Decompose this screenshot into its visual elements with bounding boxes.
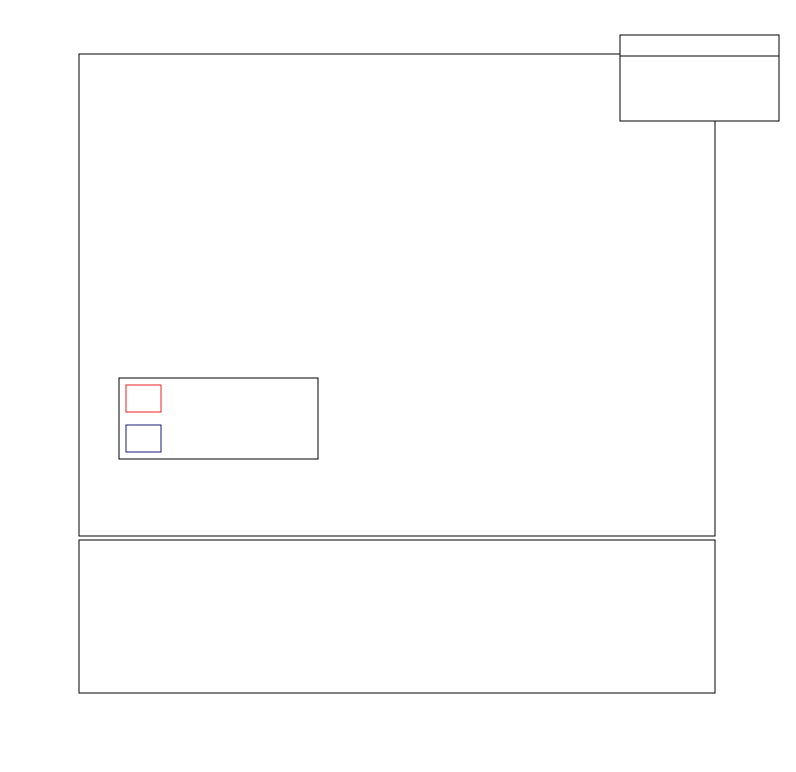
bottom-plot-frame — [78, 539, 716, 694]
top-plot-frame — [78, 53, 716, 537]
legend — [118, 377, 319, 460]
stats-box-frame — [619, 34, 780, 122]
stats-box — [619, 34, 780, 122]
bottom-efficiency-panel — [78, 539, 716, 694]
top-histogram-panel — [78, 53, 716, 537]
legend-swatch-denominator — [125, 424, 162, 453]
legend-swatch-numerator — [125, 384, 162, 413]
legend-box — [118, 377, 319, 460]
